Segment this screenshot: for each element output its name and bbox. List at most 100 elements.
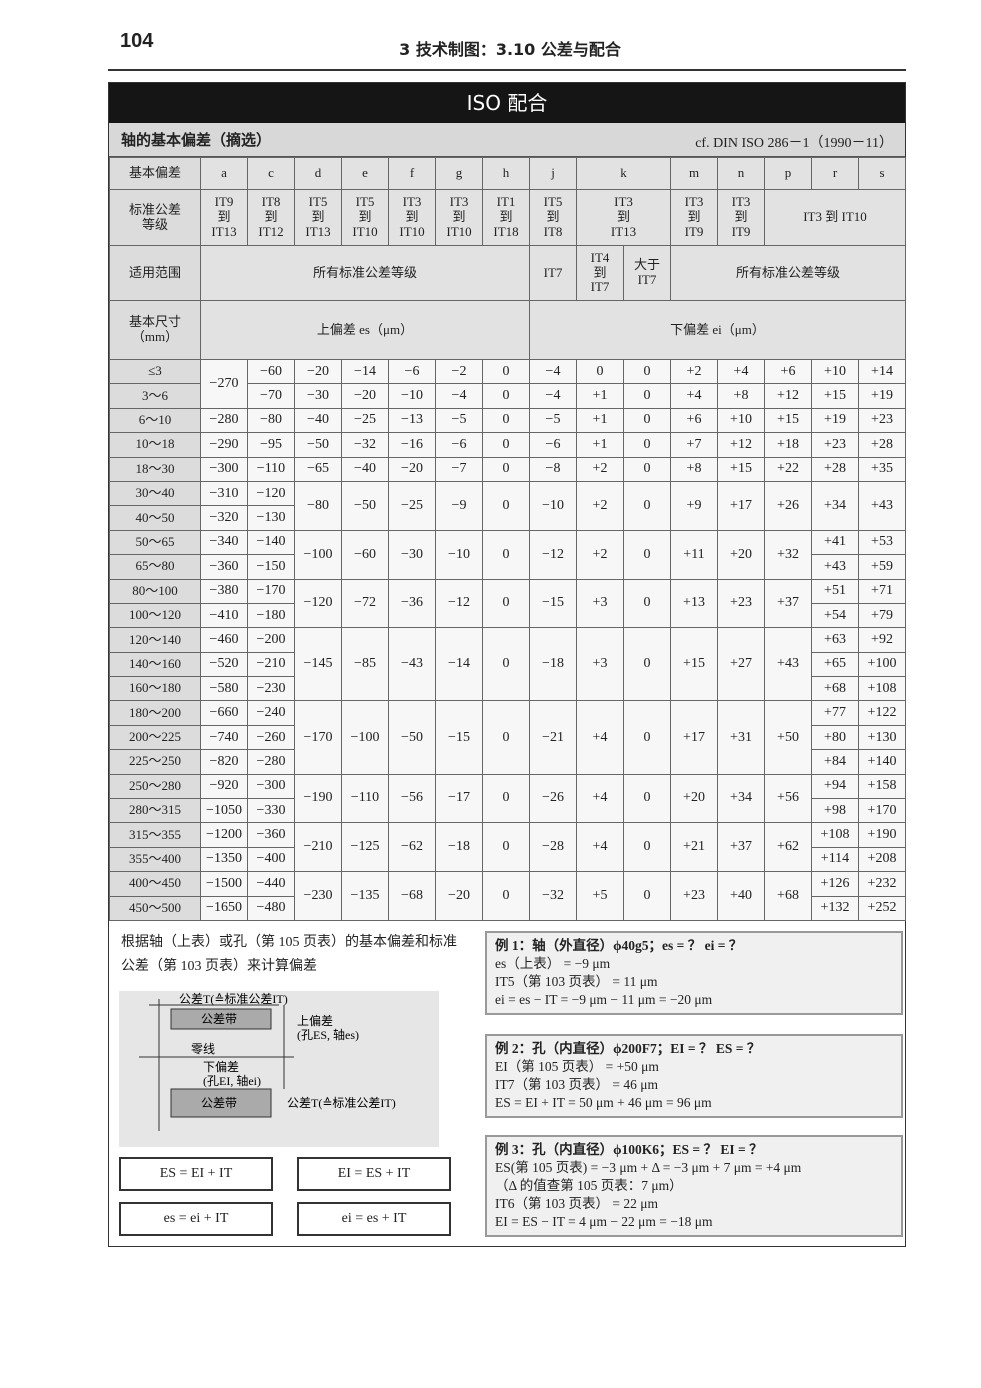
deviation-cell: +232 — [858, 871, 906, 897]
header-cell: 下偏差 ei（μm） — [529, 300, 906, 360]
header-cell: IT5 到 IT10 — [341, 189, 389, 246]
deviation-cell: −110 — [341, 773, 389, 824]
deviation-cell: +19 — [811, 407, 859, 434]
header-cell: IT8 到 IT12 — [247, 189, 295, 246]
deviation-cell: +2 — [576, 529, 624, 580]
deviation-cell: +50 — [764, 700, 812, 775]
deviation-cell: −21 — [529, 700, 577, 775]
deviation-cell: −18 — [435, 822, 483, 873]
deviation-cell: −85 — [341, 627, 389, 702]
deviation-cell: −14 — [435, 627, 483, 702]
deviation-cell: 0 — [623, 432, 671, 458]
deviation-cell: +53 — [858, 529, 906, 556]
deviation-cell: −43 — [388, 627, 436, 702]
deviation-cell: +40 — [717, 871, 765, 921]
deviation-cell: +62 — [764, 822, 812, 873]
deviation-cell: −50 — [388, 700, 436, 775]
deviation-cell: 0 — [482, 578, 530, 629]
deviation-cell: −4 — [529, 383, 577, 409]
deviation-cell: +17 — [717, 480, 765, 531]
deviation-cell: +32 — [764, 529, 812, 580]
deviation-cell: +98 — [811, 798, 859, 824]
deviation-cell: −120 — [247, 480, 295, 507]
deviation-cell: +21 — [670, 822, 718, 873]
header-cell: IT3 到 IT9 — [670, 189, 718, 246]
header-cell: r — [811, 157, 859, 190]
header-cell: g — [435, 157, 483, 190]
size-cell: 250～280 — [109, 773, 201, 800]
deviation-cell: +100 — [858, 651, 906, 678]
deviation-cell: +6 — [670, 407, 718, 434]
data-row: 400～450 −1500 −440 −230 −135 −68 −20 0 −32 +5 0 +23… — [109, 871, 906, 921]
header-cell: s — [858, 157, 906, 190]
deviation-cell: +114 — [811, 846, 859, 873]
deviation-cell: +10 — [717, 407, 765, 434]
deviation-cell: −14 — [341, 358, 389, 385]
deviation-cell: −920 — [200, 773, 248, 800]
deviation-table: 基本偏差 a c d e f g h j k m n p r s 标准公差 等级 IT9 到 IT13 IT8 到… — [109, 157, 906, 921]
deviation-cell: +170 — [858, 798, 906, 824]
deviation-cell: −100 — [294, 529, 342, 580]
deviation-cell: −9 — [435, 480, 483, 531]
deviation-cell: +10 — [811, 358, 859, 385]
deviation-cell: −170 — [247, 578, 295, 604]
example-line: （Δ 的值查第 105 页表：7 μm） — [495, 1178, 683, 1193]
deviation-cell: +37 — [717, 822, 765, 873]
deviation-cell: −50 — [341, 480, 389, 531]
deviation-cell: 0 — [623, 871, 671, 921]
deviation-cell: −360 — [247, 822, 295, 848]
deviation-cell: +126 — [811, 871, 859, 897]
size-cell: 450～500 — [109, 895, 201, 921]
deviation-cell: −1350 — [200, 846, 248, 873]
diagram-label: 公差带 — [201, 1096, 237, 1110]
deviation-cell: −100 — [341, 700, 389, 775]
header-cell: IT3 到 IT13 — [576, 189, 671, 246]
header-cell: IT7 — [529, 245, 577, 301]
deviation-cell: −1050 — [200, 798, 248, 824]
table-caption-row: 轴的基本偏差（摘选） cf. DIN ISO 286－1（1990－11） — [109, 123, 905, 157]
deviation-cell: +26 — [764, 480, 812, 531]
header-cell: IT3 到 IT9 — [717, 189, 765, 246]
deviation-cell: −290 — [200, 432, 248, 458]
deviation-cell: −7 — [435, 456, 483, 482]
table-caption: 轴的基本偏差（摘选） — [121, 131, 272, 149]
deviation-cell: −380 — [200, 578, 248, 604]
data-row: 50～65 −340 −140 −100 −60 −30 −10 0 −12 +2 0 +11 +20 +… — [109, 529, 906, 580]
deviation-cell: +4 — [576, 773, 624, 824]
example-line: EI（第 105 页表） = +50 μm — [495, 1059, 659, 1074]
deviation-cell: −740 — [200, 724, 248, 751]
header-cell: 所有标准公差等级 — [670, 245, 906, 301]
example-title: 例 1：轴（外直径）ϕ40g5；es = ？ ei = ？ — [495, 938, 743, 953]
deviation-cell: −20 — [435, 871, 483, 921]
deviation-cell: 0 — [623, 383, 671, 409]
size-cell: 140～160 — [109, 651, 201, 678]
deviation-cell: +43 — [764, 627, 812, 702]
header-cell: k — [576, 157, 671, 190]
deviation-cell: +15 — [764, 407, 812, 434]
label-line: 下偏差 — [203, 1059, 239, 1074]
deviation-cell: −72 — [341, 578, 389, 629]
content-frame: ISO 配合 轴的基本偏差（摘选） cf. DIN ISO 286－1（1990… — [108, 82, 906, 1247]
deviation-cell: +41 — [811, 529, 859, 556]
deviation-cell: +20 — [670, 773, 718, 824]
deviation-cell: +252 — [858, 895, 906, 921]
deviation-cell: −32 — [341, 432, 389, 458]
size-cell: 6～10 — [109, 407, 201, 434]
deviation-cell: +14 — [858, 358, 906, 385]
deviation-cell: +190 — [858, 822, 906, 848]
deviation-cell: +43 — [811, 554, 859, 580]
diagram-label: 零线 — [191, 1042, 215, 1056]
deviation-cell: +8 — [670, 456, 718, 482]
example-line: es（上表） = −9 μm — [495, 956, 611, 971]
deviation-cell: −80 — [294, 480, 342, 531]
deviation-cell: +208 — [858, 846, 906, 873]
deviation-cell: +23 — [811, 432, 859, 458]
deviation-cell: +65 — [811, 651, 859, 678]
deviation-cell: +2 — [576, 456, 624, 482]
deviation-cell: −17 — [435, 773, 483, 824]
deviation-cell: −820 — [200, 749, 248, 775]
deviation-cell: 0 — [482, 773, 530, 824]
data-row: 250～280 −920 −300 −190 −110 −56 −17 0 −26 +4 0 +20 +… — [109, 773, 906, 824]
header-rule — [108, 69, 906, 71]
